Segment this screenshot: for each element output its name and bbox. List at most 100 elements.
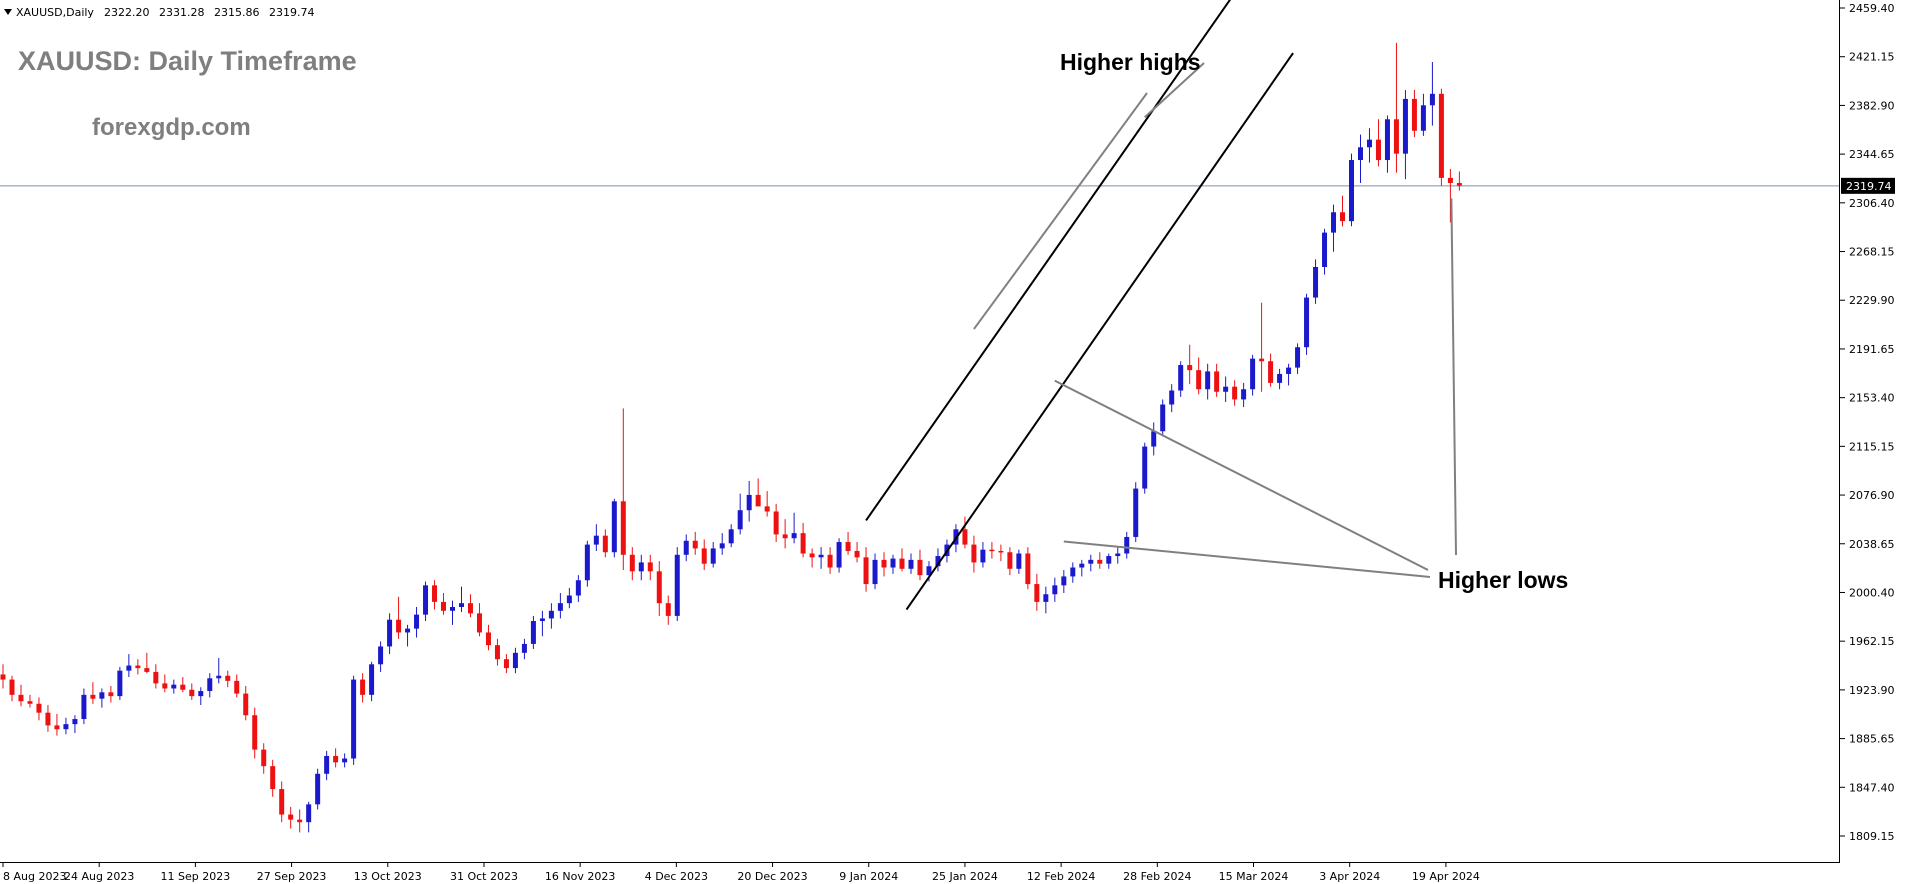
candle [854, 542, 860, 563]
overlay-website: forexgdp.com [92, 114, 251, 141]
candle-body [539, 618, 545, 621]
candle-body [1160, 404, 1166, 432]
candle-body [144, 668, 150, 672]
y-tick-label: 1885.65 [1849, 733, 1895, 746]
candle [81, 688, 87, 725]
candle-body [1061, 576, 1067, 586]
candle [1052, 577, 1058, 602]
candle-body [450, 606, 455, 611]
candle-body [908, 559, 914, 569]
candle-body [9, 679, 15, 695]
candle-body [72, 719, 78, 725]
candle [153, 664, 159, 689]
candle-body [1250, 358, 1256, 390]
candle-body [198, 691, 204, 697]
candle [521, 638, 527, 660]
candle-body [1375, 139, 1381, 161]
candle-body [800, 533, 806, 554]
candle [458, 586, 464, 613]
y-tick-label: 2153.40 [1849, 392, 1895, 405]
candle-body [512, 652, 518, 669]
candle-body [324, 755, 330, 774]
candle-body [1214, 371, 1220, 392]
candle [512, 647, 518, 674]
candle-body [369, 664, 375, 695]
candle [1429, 61, 1435, 126]
candle-body [189, 689, 195, 697]
candle [683, 534, 689, 562]
candle-body [63, 724, 69, 730]
candle [378, 641, 384, 672]
candle-body [18, 694, 24, 702]
candle-body [791, 533, 797, 539]
higher-highs-pointer-1 [1144, 62, 1205, 119]
candle-body [818, 554, 824, 558]
candle [773, 503, 779, 543]
candle [207, 673, 213, 698]
candle-body [1016, 553, 1022, 569]
y-tick-label: 2115.15 [1849, 440, 1895, 453]
candle-body [81, 694, 87, 720]
candle-body [1133, 488, 1139, 537]
candle [890, 554, 896, 574]
candle [279, 781, 285, 823]
candle [728, 524, 734, 548]
x-tick-label: 19 Apr 2024 [1412, 870, 1480, 883]
candle [1357, 134, 1363, 183]
higher-highs-pointer-2 [973, 92, 1148, 330]
candle [1349, 153, 1354, 227]
candle-body [1052, 585, 1058, 595]
candle [270, 759, 276, 797]
candle-body [423, 585, 429, 615]
candle [18, 684, 24, 707]
candle [557, 592, 563, 619]
candle [611, 498, 617, 558]
x-tick-label: 28 Feb 2024 [1123, 870, 1191, 883]
candle-body [530, 620, 536, 644]
x-tick-label: 20 Dec 2023 [737, 870, 807, 883]
candle-body [306, 804, 312, 823]
candle-body [27, 701, 33, 704]
x-tick-label: 3 Apr 2024 [1319, 870, 1380, 883]
candle-body [288, 814, 294, 820]
candle-body [1313, 267, 1319, 298]
candle [1106, 553, 1112, 569]
channel-upper-line[interactable] [865, 0, 1231, 521]
candle [1375, 119, 1381, 167]
candle [629, 547, 635, 581]
y-tick-label: 2191.65 [1849, 343, 1895, 356]
annotation-higher-highs: Higher highs [1060, 49, 1201, 75]
candle-body [710, 548, 716, 564]
candle-body [225, 675, 231, 681]
candle [467, 594, 473, 618]
candle [1025, 547, 1031, 590]
candle [45, 705, 51, 732]
candle-body [396, 619, 402, 633]
candle [791, 512, 797, 544]
candle [1133, 482, 1139, 543]
candle [1124, 531, 1130, 559]
candle [1160, 399, 1166, 437]
candle-body [1196, 370, 1202, 390]
candle [503, 654, 509, 674]
candle-body [1340, 212, 1346, 222]
candle-body [1357, 147, 1363, 161]
channel-lower-line[interactable] [905, 52, 1294, 611]
candle [108, 685, 114, 703]
candle-body [1295, 347, 1301, 368]
candle [638, 554, 644, 581]
candle-body [441, 601, 447, 611]
candle-body [746, 494, 752, 511]
candle-body [1088, 559, 1094, 564]
candle-body [890, 558, 896, 568]
symbol-menu-icon[interactable] [4, 9, 12, 15]
candle [90, 682, 96, 704]
candle-body [297, 819, 303, 823]
higher-lows-pointer-3 [1450, 198, 1457, 556]
candle-body [1429, 93, 1435, 106]
candle [189, 683, 195, 700]
candle-body [521, 643, 527, 653]
candle-body [755, 494, 761, 507]
candle [908, 553, 914, 574]
